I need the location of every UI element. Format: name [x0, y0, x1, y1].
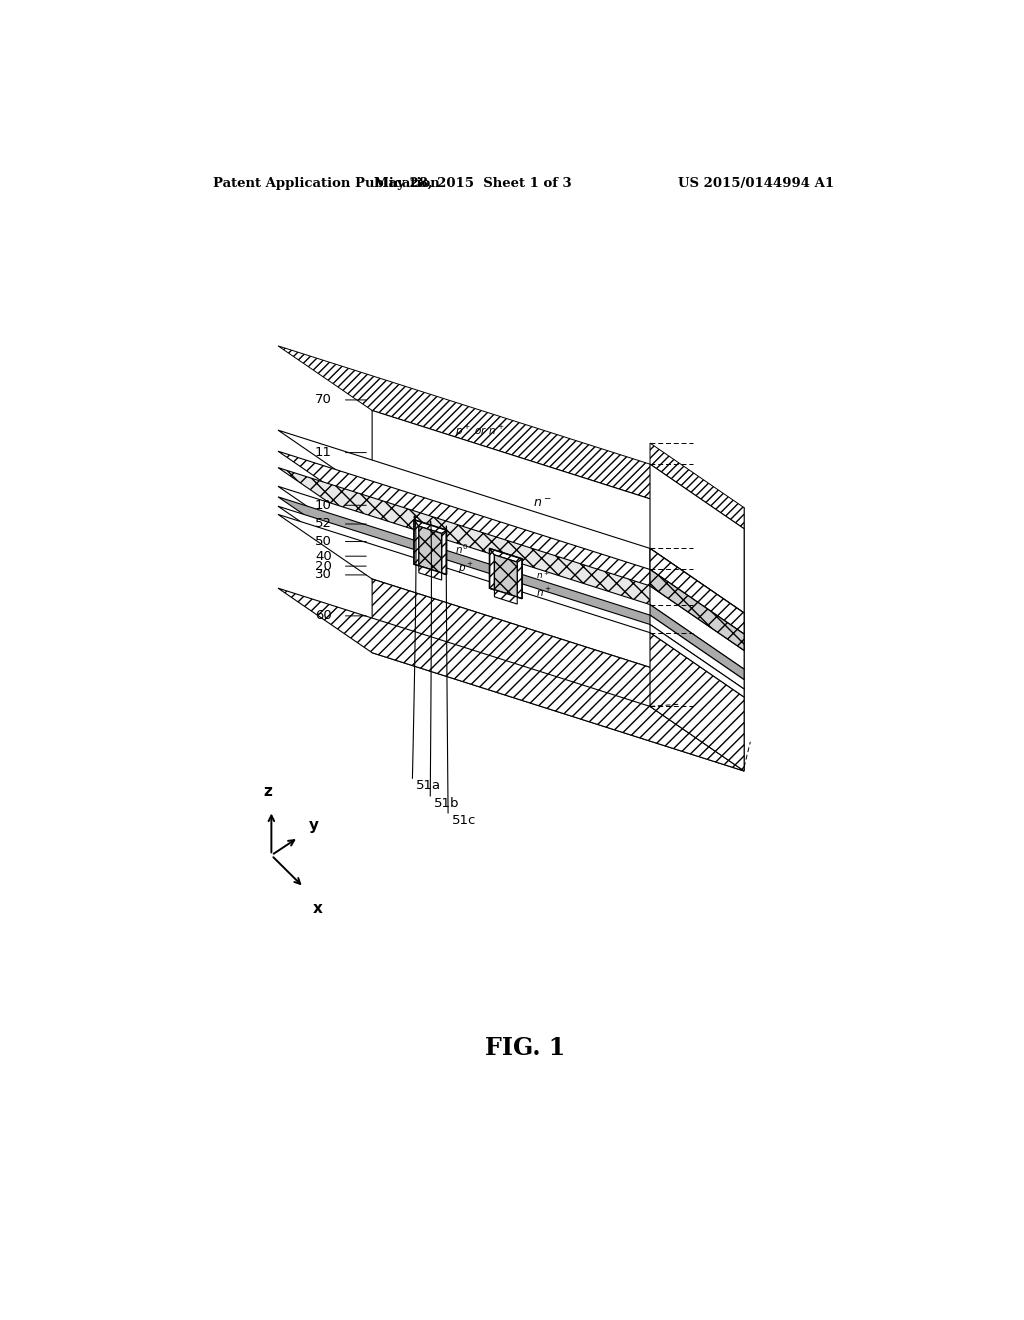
- Text: 20: 20: [315, 560, 332, 573]
- Polygon shape: [372, 532, 744, 669]
- Text: $n^-$: $n^-$: [534, 496, 552, 510]
- Text: 51a: 51a: [417, 779, 441, 792]
- Polygon shape: [650, 615, 744, 689]
- Polygon shape: [419, 566, 441, 579]
- Polygon shape: [650, 632, 744, 771]
- Polygon shape: [278, 451, 744, 634]
- Polygon shape: [650, 548, 744, 634]
- Text: 50: 50: [315, 535, 332, 548]
- Text: 60: 60: [315, 610, 332, 622]
- Polygon shape: [517, 558, 522, 598]
- Polygon shape: [650, 569, 744, 651]
- Polygon shape: [495, 554, 517, 597]
- Polygon shape: [650, 569, 744, 651]
- Polygon shape: [650, 465, 744, 612]
- Text: 10: 10: [315, 499, 332, 512]
- Polygon shape: [278, 430, 744, 612]
- Polygon shape: [650, 548, 744, 634]
- Text: $p^+$: $p^+$: [458, 561, 474, 576]
- Polygon shape: [278, 346, 744, 529]
- Text: y: y: [309, 818, 318, 833]
- Polygon shape: [372, 389, 744, 529]
- Text: FIG. 1: FIG. 1: [484, 1036, 565, 1060]
- Polygon shape: [372, 561, 744, 689]
- Text: 40: 40: [315, 549, 332, 562]
- Text: US 2015/0144994 A1: US 2015/0144994 A1: [678, 177, 834, 190]
- Polygon shape: [414, 520, 419, 566]
- Polygon shape: [419, 527, 441, 573]
- Polygon shape: [495, 590, 517, 605]
- Polygon shape: [650, 605, 744, 680]
- Polygon shape: [372, 411, 744, 612]
- Polygon shape: [650, 624, 744, 697]
- Text: $n^+$: $n^+$: [536, 569, 550, 581]
- Text: 70: 70: [315, 393, 332, 407]
- Text: Patent Application Publication: Patent Application Publication: [213, 177, 440, 190]
- Text: 52: 52: [314, 517, 332, 531]
- Polygon shape: [650, 444, 744, 529]
- Polygon shape: [441, 531, 446, 574]
- Text: 51c: 51c: [452, 814, 476, 828]
- Text: May 28, 2015  Sheet 1 of 3: May 28, 2015 Sheet 1 of 3: [374, 177, 571, 190]
- Text: 51b: 51b: [434, 797, 460, 810]
- Polygon shape: [489, 548, 495, 590]
- Polygon shape: [278, 506, 744, 689]
- Text: x: x: [312, 902, 323, 916]
- Polygon shape: [372, 579, 744, 771]
- Polygon shape: [278, 467, 744, 651]
- Polygon shape: [372, 495, 744, 634]
- Text: $p^+$ or $n^+$: $p^+$ or $n^+$: [455, 424, 505, 438]
- Polygon shape: [650, 586, 744, 669]
- Polygon shape: [278, 486, 744, 669]
- Polygon shape: [372, 516, 744, 651]
- Polygon shape: [489, 548, 522, 562]
- Polygon shape: [278, 515, 744, 697]
- Text: 11: 11: [314, 446, 332, 459]
- Polygon shape: [372, 550, 744, 680]
- Polygon shape: [278, 496, 744, 680]
- Text: $n^0$: $n^0$: [455, 543, 468, 556]
- Text: z: z: [263, 784, 272, 799]
- Polygon shape: [414, 520, 446, 533]
- Text: 30: 30: [315, 569, 332, 581]
- Text: $n^+$: $n^+$: [536, 586, 552, 599]
- Polygon shape: [278, 589, 744, 771]
- Polygon shape: [372, 570, 744, 697]
